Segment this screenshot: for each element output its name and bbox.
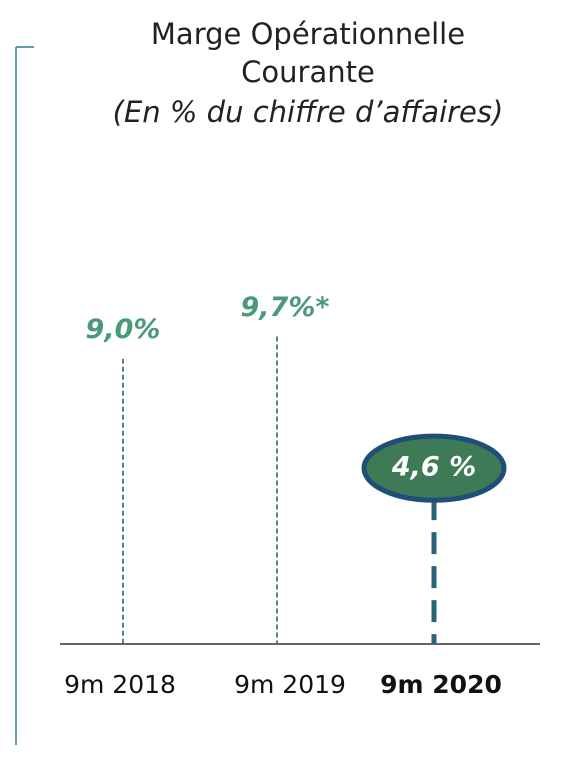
x-tick-label: 9m 2018 <box>64 670 176 699</box>
x-tick-label: 9m 2020 <box>380 670 502 699</box>
chart-title: Courante <box>241 55 375 89</box>
value-label: 9,7%* <box>240 292 329 323</box>
value-badge <box>361 433 507 503</box>
chart-title: Marge Opérationnelle <box>151 17 465 51</box>
value-label: 9,0% <box>86 314 161 345</box>
chart-subtitle: (En % du chiffre d’affaires) <box>113 95 504 129</box>
value-label: 4,6 % <box>391 452 476 483</box>
x-tick-label: 9m 2019 <box>234 670 346 699</box>
